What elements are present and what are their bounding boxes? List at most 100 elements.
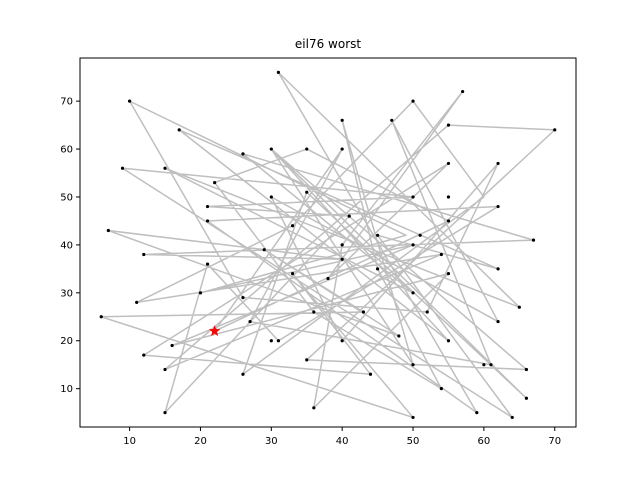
city-point [446, 161, 451, 166]
city-point [205, 262, 210, 266]
city-point [269, 147, 273, 151]
city-point [347, 214, 351, 218]
city-point [198, 291, 203, 295]
city-point [262, 248, 266, 252]
city-point [425, 310, 429, 314]
city-point [496, 319, 500, 324]
city-point [418, 233, 422, 237]
city-point [290, 272, 295, 276]
city-point [524, 367, 529, 372]
city-point [170, 343, 174, 348]
city-point [461, 89, 465, 94]
city-point [120, 166, 125, 170]
city-point [524, 396, 529, 400]
city-point [340, 339, 344, 343]
city-point [312, 310, 316, 314]
city-point [305, 358, 309, 362]
city-point [390, 118, 394, 122]
start-layer [208, 324, 221, 337]
plot-frame [79, 57, 577, 428]
route-layer [100, 71, 556, 419]
city-point [496, 161, 500, 166]
city-point [439, 252, 443, 257]
city-point [482, 363, 486, 367]
city-point [205, 204, 210, 209]
city-point [361, 310, 366, 314]
x-tick-label: 60 [478, 436, 491, 447]
y-tick-label: 30 [60, 288, 73, 299]
city-point [241, 296, 245, 300]
city-point [269, 339, 273, 343]
city-point [475, 411, 479, 415]
city-point [106, 228, 110, 233]
chart-title: eil76 worst [295, 37, 361, 51]
city-point [411, 99, 415, 103]
x-axis: 10 20 30 40 50 60 70 [123, 427, 561, 447]
y-axis: 10 20 30 40 50 60 70 [60, 97, 80, 395]
city-point [241, 372, 245, 376]
city-point [340, 243, 344, 247]
city-point [411, 243, 415, 247]
city-point [163, 367, 167, 372]
city-point [368, 372, 373, 376]
city-point [326, 276, 330, 281]
x-tick-label: 30 [265, 436, 278, 447]
city-point [496, 204, 500, 209]
city-point [446, 123, 451, 127]
y-tick-label: 20 [60, 336, 73, 347]
start-marker [208, 324, 221, 337]
x-tick-label: 20 [194, 436, 207, 447]
city-point [163, 411, 167, 415]
city-point [142, 353, 146, 357]
city-point [446, 272, 451, 276]
city-point [411, 415, 415, 420]
y-tick-label: 40 [60, 240, 73, 251]
city-point [411, 363, 415, 367]
x-tick-label: 50 [407, 436, 420, 447]
city-point [241, 152, 245, 156]
city-point [439, 387, 443, 391]
city-point [135, 300, 139, 305]
city-point [376, 267, 380, 271]
city-point [340, 147, 344, 151]
x-tick-label: 40 [336, 436, 349, 447]
city-point [269, 195, 273, 199]
city-layer [99, 70, 557, 420]
city-point [446, 219, 451, 223]
city-point [517, 305, 521, 309]
city-point [553, 128, 557, 132]
city-point [128, 99, 132, 103]
city-point [177, 128, 181, 132]
city-point [446, 195, 451, 199]
city-point [248, 319, 252, 324]
city-point [411, 195, 415, 199]
y-tick-label: 50 [60, 192, 73, 203]
city-point [276, 70, 280, 74]
city-point [305, 190, 309, 194]
city-point [312, 406, 316, 410]
city-point [489, 363, 493, 367]
city-point [411, 291, 415, 295]
city-point [99, 315, 103, 319]
city-point [510, 415, 514, 420]
tour-route-line [100, 71, 556, 419]
city-point [142, 252, 146, 257]
y-tick-label: 60 [60, 145, 73, 156]
city-point [397, 334, 401, 338]
city-point [446, 339, 451, 343]
x-tick-label: 70 [548, 436, 561, 447]
x-tick-label: 10 [123, 436, 136, 447]
city-point [531, 238, 536, 242]
city-point [213, 180, 217, 185]
city-point [496, 267, 500, 271]
city-point [205, 219, 210, 223]
city-point [163, 166, 167, 170]
city-point [276, 339, 280, 343]
y-tick-label: 70 [60, 97, 73, 108]
city-point [376, 233, 380, 237]
y-tick-label: 10 [60, 384, 73, 395]
city-point [305, 147, 309, 151]
city-point [340, 257, 344, 261]
city-point [340, 118, 344, 122]
